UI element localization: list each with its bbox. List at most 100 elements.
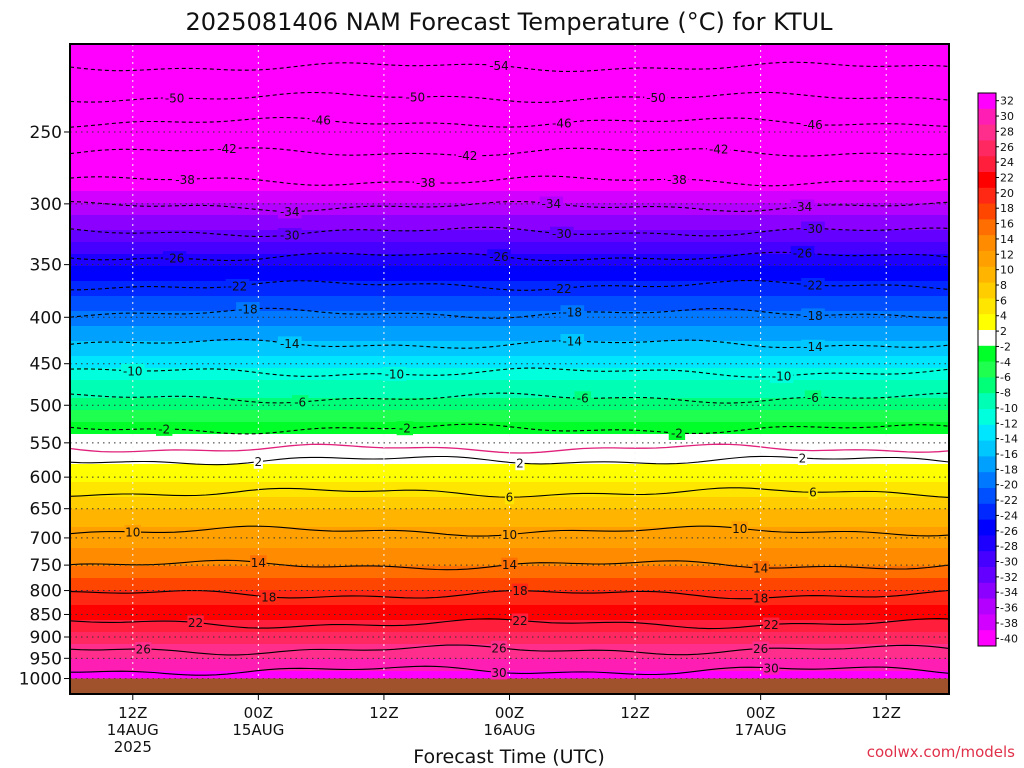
- isotherm-label-bg: [808, 485, 818, 500]
- isotherm-label-text: -18: [562, 306, 582, 320]
- x-tick-label: 2025: [114, 738, 152, 756]
- colorbar-swatch: [978, 488, 996, 505]
- field-band: [70, 317, 949, 321]
- isotherm-label: -50: [644, 90, 668, 105]
- field-band: [70, 521, 949, 525]
- colorbar-label: -10: [1000, 402, 1018, 415]
- colorbar-swatch: [978, 108, 996, 126]
- field-band: [70, 587, 949, 591]
- isotherm-label-text: -26: [165, 252, 185, 266]
- colorbar-swatch: [978, 203, 996, 220]
- y-tick-label: 500: [30, 396, 62, 416]
- colorbar-label: 16: [1000, 218, 1014, 231]
- isotherm-label-text: -14: [803, 340, 823, 354]
- field-band: [70, 611, 949, 615]
- isotherm-label: 18: [752, 591, 769, 606]
- field-band: [70, 299, 949, 303]
- isotherm-label-text: 22: [188, 616, 203, 630]
- isotherm-label-bg: [762, 660, 780, 675]
- y-tick-label: 700: [30, 529, 62, 549]
- field-band: [70, 239, 949, 243]
- isotherm-label: -26: [487, 249, 511, 264]
- isotherm-label: 14: [752, 560, 769, 575]
- isotherm-label-text: -34: [280, 205, 300, 219]
- isotherm-line: [70, 618, 949, 630]
- x-tick-label: 15AUG: [232, 721, 284, 739]
- surface-band: [70, 678, 949, 694]
- y-tick-label: 650: [30, 500, 62, 520]
- isotherm-label-text: 22: [512, 614, 527, 628]
- isotherm-label-text: -2: [671, 426, 683, 440]
- colorbar-swatch: [978, 519, 996, 536]
- field-band: [70, 479, 949, 483]
- colorbar-label: 20: [1000, 187, 1014, 200]
- field-band: [70, 101, 949, 105]
- isotherm-label-bg: [515, 456, 525, 471]
- field-band: [70, 293, 949, 297]
- isotherm-label: -38: [173, 172, 197, 187]
- isotherm-label: -14: [801, 339, 825, 354]
- isotherm-label-bg: [801, 308, 825, 323]
- field-band: [70, 437, 949, 441]
- colorbar-label: -40: [1000, 632, 1018, 645]
- isotherm-label: -34: [790, 199, 815, 214]
- isotherm-label-bg: [250, 555, 267, 570]
- colorbar-swatch: [978, 598, 996, 615]
- isotherm-label-bg: [501, 527, 518, 542]
- isotherm-label: -6: [292, 395, 309, 410]
- isotherm-label-text: 6: [506, 491, 514, 505]
- colorbar-label: 12: [1000, 248, 1014, 261]
- colorbar-label: 30: [1000, 110, 1014, 123]
- colorbar-swatch: [978, 361, 996, 378]
- field-band: [70, 323, 949, 327]
- y-tick-label: 900: [30, 628, 62, 648]
- isotherm-label: 30: [490, 665, 508, 680]
- isotherm-label-bg: [490, 665, 508, 680]
- isotherm-label-text: 14: [753, 561, 768, 575]
- colorbar-swatch: [978, 251, 996, 268]
- y-tick-label: 450: [30, 355, 62, 375]
- y-tick-label: 400: [30, 308, 62, 328]
- isotherm-label: -18: [236, 302, 260, 317]
- isotherm-label-text: -14: [562, 335, 582, 349]
- isotherm-label: 22: [187, 615, 204, 630]
- isotherm-label-bg: [413, 175, 438, 190]
- colorbar-label: -26: [1000, 525, 1018, 538]
- isotherm-label: -42: [215, 141, 239, 156]
- isotherm-label-bg: [752, 591, 769, 606]
- isotherm-label-text: 26: [136, 643, 151, 657]
- colorbar-swatch: [978, 535, 996, 552]
- isotherm-label: -42: [455, 148, 480, 163]
- colorbar-swatch: [978, 377, 996, 394]
- field-band: [70, 653, 949, 657]
- isotherm-label-bg: [187, 615, 204, 630]
- field-band: [70, 221, 949, 225]
- colorbar-swatch: [978, 440, 996, 457]
- field-band: [70, 581, 949, 585]
- field-band: [70, 407, 949, 411]
- isotherm-label-bg: [162, 251, 187, 266]
- field-band: [70, 155, 949, 159]
- y-axis: 250 300 350 400 450 500 550 600 650 700 750 800 850 9…: [19, 123, 70, 690]
- field-band: [70, 209, 949, 213]
- isotherm-label: 10: [501, 527, 518, 542]
- isotherm-label: -46: [550, 115, 574, 130]
- isotherm-label-text: -38: [175, 173, 195, 187]
- isotherm-label-text: -22: [803, 279, 823, 293]
- isotherm-label-text: -42: [217, 142, 237, 156]
- field-band: [70, 359, 949, 363]
- isotherm-label-text: -10: [123, 364, 143, 378]
- field-band: [70, 371, 949, 375]
- colorbar-swatch: [978, 93, 996, 110]
- isotherm-label-bg: [277, 204, 302, 219]
- isotherm-label-bg: [731, 521, 748, 536]
- isotherm-label: 10: [731, 521, 748, 536]
- colorbar-label: -20: [1000, 479, 1018, 492]
- isotherm-label-text: 14: [502, 558, 517, 572]
- isotherm-label-text: -26: [793, 247, 813, 261]
- colorbar-swatch: [978, 630, 996, 647]
- isotherm-label-bg: [752, 560, 769, 575]
- colorbar-label: -24: [1000, 509, 1018, 522]
- field-band: [70, 149, 949, 153]
- isotherm-label-bg: [550, 281, 574, 296]
